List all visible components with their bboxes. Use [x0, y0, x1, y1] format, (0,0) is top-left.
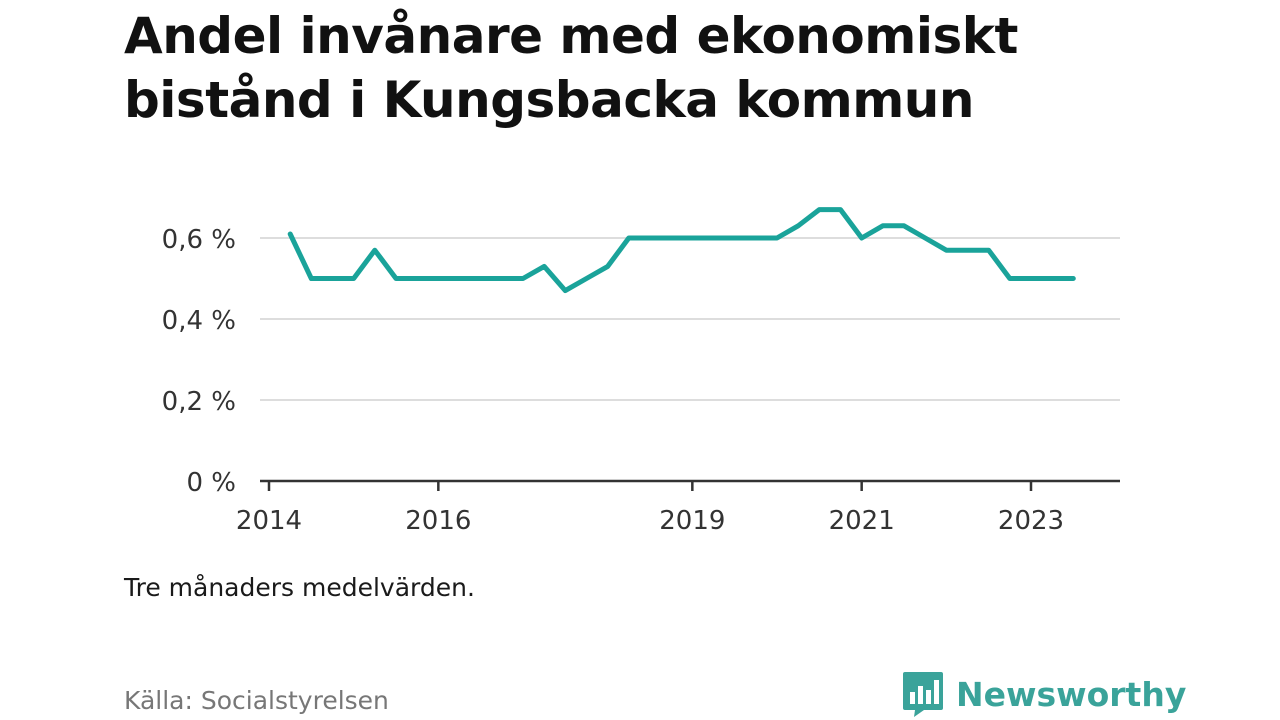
x-tick-label: 2014 — [236, 506, 302, 536]
x-tick-label: 2023 — [998, 506, 1064, 536]
y-axis-labels: 0 % 0,2 % 0,4 % 0,6 % — [162, 225, 236, 498]
brand-name: Newsworthy — [956, 674, 1187, 714]
x-tick-label: 2021 — [829, 506, 895, 536]
chart-note: Tre månaders medelvärden. — [124, 573, 475, 602]
y-tick-label: 0,2 % — [162, 387, 236, 417]
source-text: Källa: Socialstyrelsen — [124, 686, 389, 715]
series-line — [287, 207, 1076, 294]
y-tick-label: 0,4 % — [162, 306, 236, 336]
gridlines — [260, 237, 1120, 401]
x-tick-label: 2016 — [405, 506, 471, 536]
chart-title: Andel invånare med ekonomiskt bistånd i … — [124, 7, 1018, 129]
bar-chart-speech-bubble-icon — [903, 672, 943, 717]
y-tick-label: 0,6 % — [162, 225, 236, 255]
x-tick-label: 2019 — [659, 506, 725, 536]
y-tick-label: 0 % — [186, 468, 236, 498]
x-axis-ticks: 2014 2016 2019 2021 2023 — [236, 481, 1064, 536]
brand-logo: Newsworthy — [902, 670, 1186, 718]
